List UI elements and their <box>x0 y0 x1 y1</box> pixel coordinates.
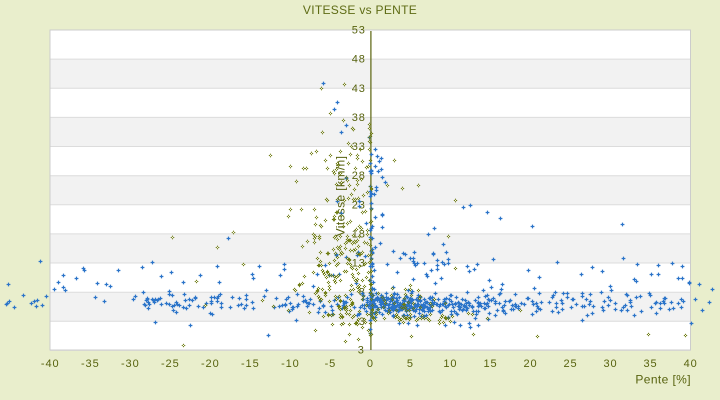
svg-text:-30: -30 <box>121 358 140 370</box>
svg-text:28: 28 <box>352 170 366 182</box>
svg-text:-35: -35 <box>81 358 100 370</box>
svg-text:33: 33 <box>352 141 366 153</box>
svg-text:3: 3 <box>358 344 365 356</box>
svg-text:10: 10 <box>443 358 457 370</box>
svg-text:Pente [%]: Pente [%] <box>635 373 691 387</box>
svg-text:VITESSE vs PENTE: VITESSE vs PENTE <box>303 3 417 17</box>
svg-text:5: 5 <box>407 358 414 370</box>
svg-text:8: 8 <box>359 287 366 299</box>
svg-text:-5: -5 <box>325 358 337 370</box>
svg-text:38: 38 <box>352 112 366 124</box>
svg-text:-10: -10 <box>281 358 300 370</box>
svg-text:53: 53 <box>352 25 366 37</box>
svg-text:-20: -20 <box>201 358 220 370</box>
svg-text:30: 30 <box>603 358 617 370</box>
svg-text:48: 48 <box>352 54 366 66</box>
svg-text:15: 15 <box>483 358 497 370</box>
svg-text:0: 0 <box>367 358 374 370</box>
svg-text:-25: -25 <box>161 358 180 370</box>
svg-text:23: 23 <box>352 199 366 211</box>
svg-text:3: 3 <box>359 316 366 328</box>
svg-text:43: 43 <box>352 83 366 95</box>
svg-text:20: 20 <box>523 358 537 370</box>
svg-text:-40: -40 <box>41 358 60 370</box>
svg-text:25: 25 <box>563 358 577 370</box>
svg-text:Vitesse [km/h]: Vitesse [km/h] <box>333 156 347 237</box>
svg-text:13: 13 <box>352 258 366 270</box>
svg-text:40: 40 <box>684 358 698 370</box>
svg-text:18: 18 <box>352 228 366 240</box>
svg-text:35: 35 <box>643 358 657 370</box>
svg-text:-15: -15 <box>241 358 260 370</box>
